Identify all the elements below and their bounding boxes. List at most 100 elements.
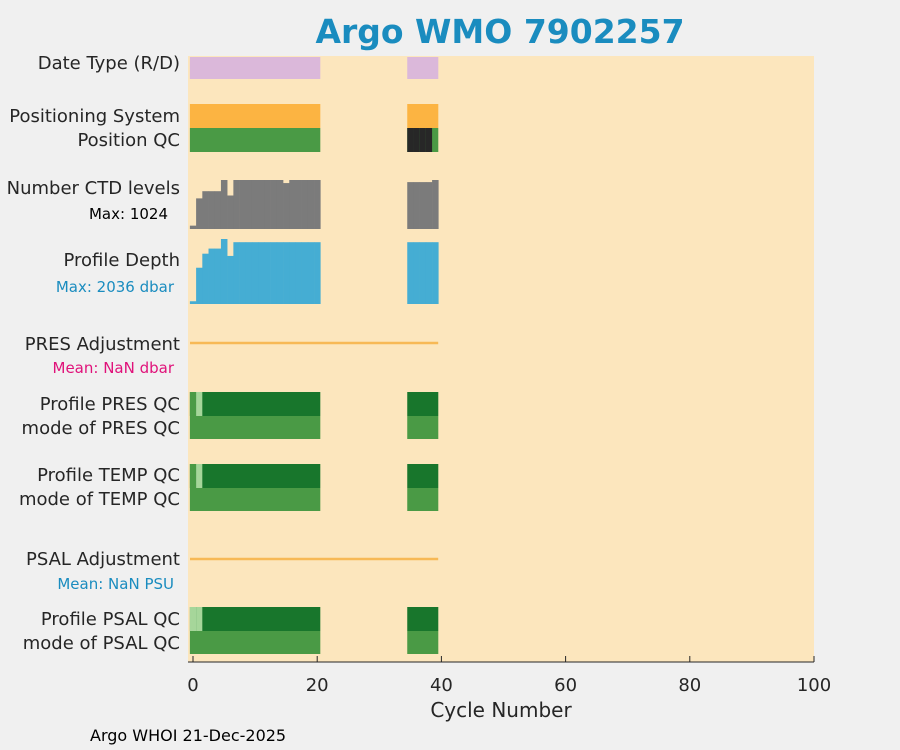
ctd-levels-bar: [220, 180, 228, 229]
ctd-levels-bar: [407, 182, 414, 229]
x-tick-label: 20: [306, 675, 329, 696]
row-label-mode-psal-qc: mode of PSAL QC: [23, 633, 180, 654]
mode-psal-qc-bar: [407, 631, 439, 654]
mode-pres-qc-bar: [407, 416, 439, 439]
position-qc-bar: [407, 128, 414, 152]
ctd-levels-bar: [264, 180, 271, 229]
positioning-system-bar: [189, 104, 321, 128]
profile-temp-qc-bar: [196, 464, 203, 488]
ctd-levels-bar: [227, 195, 234, 229]
profile-depth-bar: [289, 242, 296, 304]
row-label-profile-temp-qc: Profile TEMP QC: [37, 465, 180, 486]
ctd-levels-bar: [196, 198, 203, 229]
ctd-levels-bar: [202, 191, 209, 229]
ctd-levels-bar: [276, 180, 284, 229]
x-tick-label: 100: [797, 675, 831, 696]
ctd-levels-bar: [283, 183, 290, 229]
profile-depth-bar: [295, 242, 302, 304]
ctd-levels-bar: [314, 180, 321, 229]
chart-marks: [189, 57, 439, 654]
mode-temp-qc-bar: [407, 488, 439, 511]
profile-temp-qc-bar: [189, 464, 321, 488]
mode-psal-qc-bar: [189, 631, 321, 654]
profile-depth-bar: [233, 242, 240, 304]
positioning-system-bar: [407, 104, 439, 128]
x-axis-label: Cycle Number: [430, 698, 572, 722]
x-axis: 0 20 40 60 80 100: [187, 656, 831, 696]
profile-temp-qc-bar: [189, 464, 197, 488]
position-qc-bar: [419, 128, 426, 152]
depth-max-label: Max: 2036 dbar: [56, 278, 175, 296]
profile-depth-bar: [258, 242, 265, 304]
row-label-mode-pres-qc: mode of PRES QC: [22, 418, 180, 439]
ctd-levels-bar: [425, 182, 433, 229]
ctd-max-label: Max: 1024: [89, 205, 168, 223]
x-tick-label: 0: [187, 675, 198, 696]
x-tick-label: 80: [678, 675, 701, 696]
footer-credit: Argo WHOI 21-Dec-2025: [90, 726, 286, 745]
x-tick-label: 60: [554, 675, 577, 696]
ctd-levels-bar: [245, 180, 253, 229]
date-type-bar: [407, 57, 439, 79]
profile-depth-bar: [251, 242, 259, 304]
profile-pres-qc-bar: [189, 392, 321, 416]
profile-psal-qc-bar: [189, 607, 197, 631]
row-label-profile-depth: Profile Depth: [63, 250, 180, 271]
profile-depth-bar: [432, 242, 439, 304]
position-qc-bar: [425, 128, 433, 152]
profile-depth-bar: [307, 242, 315, 304]
position-qc-bar: [189, 128, 321, 152]
ctd-levels-bar: [270, 180, 278, 229]
row-label-pres-adjustment: PRES Adjustment: [25, 334, 180, 355]
ctd-levels-bar: [233, 180, 240, 229]
profile-depth-bar: [196, 267, 203, 304]
profile-depth-bar: [283, 242, 290, 304]
ctd-levels-bar: [289, 180, 296, 229]
profile-depth-bar: [413, 242, 420, 304]
profile-depth-bar: [270, 242, 278, 304]
profile-depth-bar: [245, 242, 253, 304]
profile-depth-bar: [202, 253, 209, 304]
row-label-profile-psal-qc: Profile PSAL QC: [41, 609, 180, 630]
profile-depth-bar: [301, 242, 309, 304]
ctd-levels-bar: [432, 180, 439, 229]
profile-depth-bar: [189, 301, 197, 304]
profile-depth-bar: [276, 242, 284, 304]
profile-depth-bar: [425, 242, 433, 304]
row-label-ctd-levels: Number CTD levels: [7, 178, 180, 199]
mode-pres-qc-bar: [189, 416, 321, 439]
ctd-levels-bar: [189, 225, 197, 229]
profile-temp-qc-bar: [407, 464, 439, 488]
profile-depth-bar: [208, 248, 216, 304]
profile-pres-qc-bar: [189, 392, 197, 416]
ctd-levels-bar: [239, 180, 247, 229]
profile-depth-bar: [419, 242, 427, 304]
profile-depth-bar: [264, 242, 271, 304]
ctd-levels-bar: [295, 180, 302, 229]
profile-depth-bar: [239, 242, 247, 304]
ctd-levels-bar: [258, 180, 265, 229]
profile-depth-bar: [214, 248, 222, 304]
row-label-mode-temp-qc: mode of TEMP QC: [19, 489, 180, 510]
row-label-position-qc: Position QC: [77, 130, 180, 151]
ctd-levels-bar: [301, 180, 309, 229]
ctd-levels-bar: [307, 180, 315, 229]
pres-mean-label: Mean: NaN dbar: [53, 359, 175, 377]
profile-depth-bar: [227, 255, 234, 304]
profile-depth-bar: [407, 242, 414, 304]
row-label-date-type: Date Type (R/D): [38, 53, 180, 74]
row-label-profile-pres-qc: Profile PRES QC: [40, 394, 180, 415]
row-label-psal-adjustment: PSAL Adjustment: [26, 549, 180, 570]
profile-pres-qc-bar: [196, 392, 203, 416]
row-label-positioning-system: Positioning System: [9, 106, 180, 127]
psal-mean-label: Mean: NaN PSU: [57, 575, 174, 593]
ctd-levels-bar: [251, 180, 259, 229]
profile-psal-qc-bar: [189, 607, 321, 631]
profile-depth-bar: [314, 242, 321, 304]
date-type-bar: [189, 57, 321, 79]
profile-psal-qc-bar: [196, 607, 203, 631]
ctd-levels-bar: [214, 191, 222, 229]
profile-pres-qc-bar: [407, 392, 439, 416]
position-qc-bar: [413, 128, 420, 152]
